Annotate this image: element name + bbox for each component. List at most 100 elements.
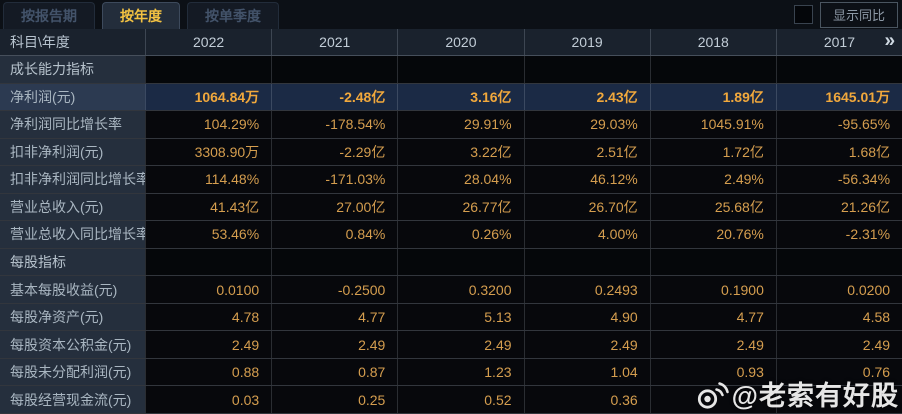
data-cell: 4.58: [775, 303, 902, 331]
data-cell: 0.3200: [397, 276, 524, 303]
data-cell: 0.76: [775, 358, 902, 386]
data-cell: 29.03%: [523, 111, 650, 138]
data-cell: -2.48亿: [271, 83, 398, 111]
year-label: 2019: [571, 34, 603, 50]
data-cell: 2.49: [397, 331, 524, 358]
data-cell: [649, 56, 776, 83]
year-label: 2021: [319, 34, 351, 50]
data-cell: 0.2493: [523, 276, 650, 303]
table-row: 净利润同比增长率 104.29% -178.54% 29.91% 29.03% 1045.…: [0, 111, 902, 139]
data-cell: 3.16亿: [397, 83, 524, 111]
year-label: 2018: [697, 34, 729, 50]
year-label: 2020: [445, 34, 477, 50]
row-label: 每股指标: [0, 248, 145, 276]
data-cell: 3.22亿: [397, 138, 524, 166]
row-label: 基本每股收益(元): [0, 276, 145, 303]
data-cell: 26.77亿: [397, 193, 524, 221]
data-cell: 46.12%: [523, 166, 650, 193]
data-cell: 0.25: [271, 386, 398, 413]
data-cell: 1645.01万: [775, 83, 902, 111]
data-cell: [649, 386, 776, 413]
data-cell: 4.77: [649, 303, 776, 331]
data-cell: 1.04: [523, 358, 650, 386]
data-cell: -2.29亿: [271, 138, 398, 166]
table-row: 每股资本公积金(元) 2.49 2.49 2.49 2.49 2.49 2.49: [0, 331, 902, 359]
data-cell: 28.04%: [397, 166, 524, 193]
data-cell: -0.2500: [271, 276, 398, 303]
table-row: 扣非净利润同比增长率 114.48% -171.03% 28.04% 46.12% 2.4…: [0, 166, 902, 194]
table-row: 基本每股收益(元) 0.0100 -0.2500 0.3200 0.2493 0.1900…: [0, 276, 902, 304]
data-cell: 2.51亿: [523, 138, 650, 166]
data-cell: 29.91%: [397, 111, 524, 138]
year-header-cell: 2020: [397, 29, 523, 55]
data-cell: 4.78: [145, 303, 272, 331]
data-cell: 2.43亿: [523, 83, 650, 111]
data-cell: [649, 248, 776, 276]
show-yoy-label[interactable]: 显示同比: [819, 1, 898, 28]
data-cell: [775, 248, 902, 276]
data-cell: 104.29%: [145, 111, 272, 138]
data-cell: 25.68亿: [649, 193, 776, 221]
row-label: 成长能力指标: [0, 56, 145, 83]
data-cell: [145, 248, 272, 276]
data-cell: 2.49: [145, 331, 272, 358]
corner-header-cell: 科目\年度: [10, 34, 70, 50]
year-header-cell: 2019: [523, 29, 650, 55]
data-cell: 2.49%: [649, 166, 776, 193]
section-row: 成长能力指标: [0, 56, 902, 84]
data-cell: 4.00%: [523, 221, 650, 248]
table-row: 每股净资产(元) 4.78 4.77 5.13 4.90 4.77 4.58: [0, 303, 902, 332]
data-cell: 4.90: [523, 303, 650, 331]
year-header-cell: 2017 »: [775, 29, 902, 55]
row-label: 营业总收入同比增长率: [0, 221, 145, 248]
data-cell: -178.54%: [271, 111, 398, 138]
data-cell: 1.23: [397, 358, 524, 386]
data-cell: [397, 248, 524, 276]
data-cell: [145, 56, 272, 83]
data-cell: 1.72亿: [649, 138, 776, 166]
row-label: 净利润(元): [0, 83, 145, 111]
data-cell: 21.26亿: [775, 193, 902, 221]
row-label: 每股经营现金流(元): [0, 386, 145, 413]
data-cell: 0.52: [397, 386, 524, 413]
year-label: 2017: [823, 34, 856, 50]
period-tabbar: 按报告期 按年度 按单季度 显示同比: [0, 0, 902, 29]
data-cell: 1.68亿: [775, 138, 902, 166]
data-cell: [523, 248, 650, 276]
data-cell: [397, 56, 524, 83]
table-row: 净利润(元) 1064.84万 -2.48亿 3.16亿 2.43亿 1.89亿 1645.…: [0, 83, 902, 112]
data-cell: 2.49: [271, 331, 398, 358]
data-cell: 0.88: [145, 358, 272, 386]
data-cell: 0.84%: [271, 221, 398, 248]
financial-table: 科目\年度 2022 2021 2020 2019 2018 2017 » 成长能力指标 净利…: [0, 29, 902, 414]
row-label: 每股资本公积金(元): [0, 331, 145, 358]
data-cell: 0.0100: [145, 276, 272, 303]
tab-by-quarter[interactable]: 按单季度: [187, 2, 279, 29]
data-cell: [271, 56, 398, 83]
tab-by-report-period[interactable]: 按报告期: [3, 2, 95, 29]
data-cell: -2.31%: [775, 221, 902, 248]
more-columns-icon[interactable]: »: [884, 30, 896, 52]
data-cell: 2.49: [523, 331, 650, 358]
data-cell: [271, 248, 398, 276]
tab-by-year[interactable]: 按年度: [102, 2, 180, 29]
year-label: 2022: [193, 34, 225, 50]
data-cell: 53.46%: [145, 221, 272, 248]
table-row: 每股未分配利润(元) 0.88 0.87 1.23 1.04 0.93 0.76: [0, 358, 902, 387]
year-header-cell: 2018: [649, 29, 776, 55]
data-cell: 1045.91%: [649, 111, 776, 138]
data-cell: -95.65%: [775, 111, 902, 138]
data-cell: 0.26%: [397, 221, 524, 248]
row-label: 扣非净利润(元): [0, 138, 145, 166]
data-cell: -56.34%: [775, 166, 902, 193]
data-cell: 0.93: [649, 358, 776, 386]
data-cell: 2.49: [775, 331, 902, 358]
data-cell: [775, 56, 902, 83]
show-yoy-checkbox[interactable]: [793, 5, 813, 24]
row-label: 净利润同比增长率: [0, 111, 145, 138]
data-cell: 0.1900: [649, 276, 776, 303]
data-cell: [775, 386, 902, 413]
data-cell: 0.87: [271, 358, 398, 386]
table-row: 营业总收入(元) 41.43亿 27.00亿 26.77亿 26.70亿 25.68亿 21…: [0, 193, 902, 222]
